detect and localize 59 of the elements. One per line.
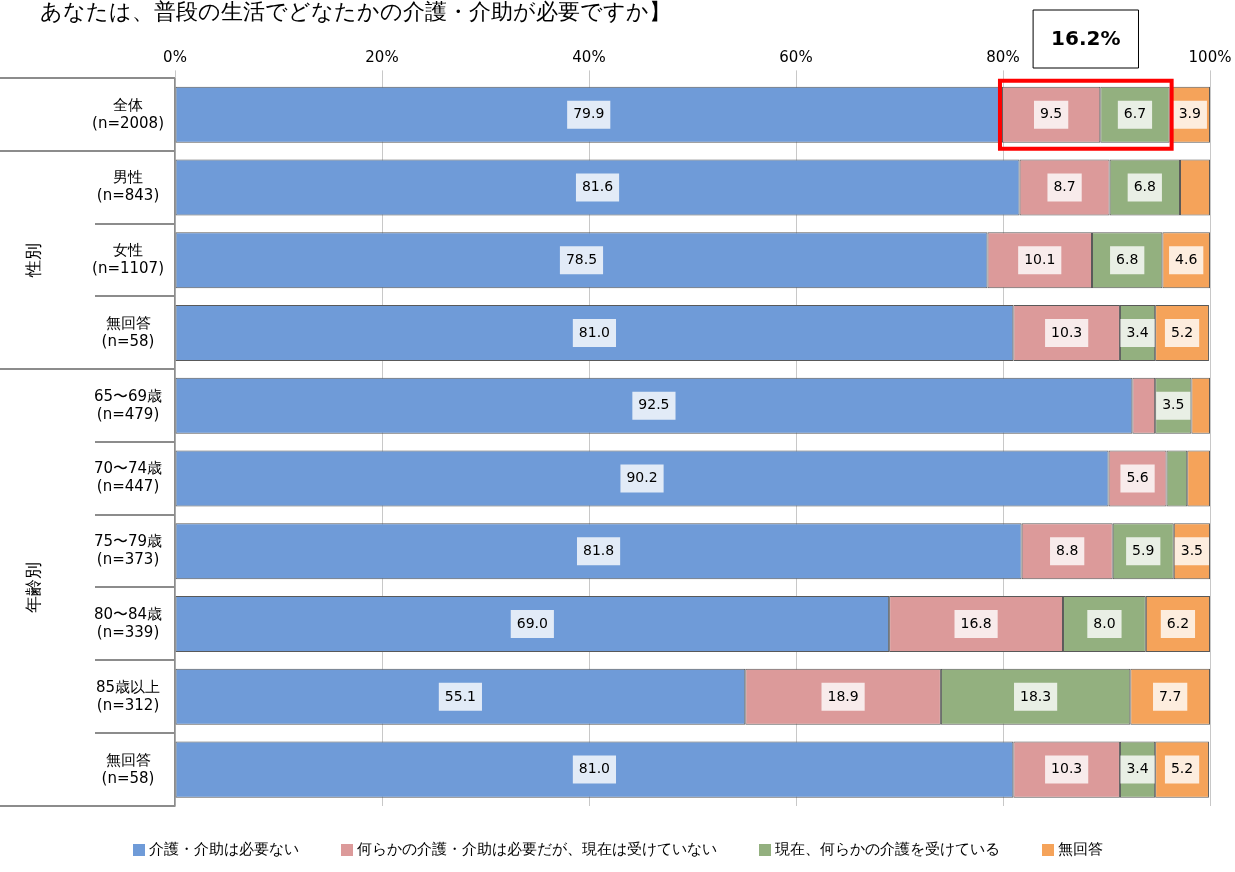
data-label: 4.6 [1175, 250, 1198, 267]
y-tick-label: 80〜84歳 (n=339) [93, 604, 163, 641]
y-tick-label: 全体 (n=2008) [92, 95, 164, 132]
data-label: 3.4 [1126, 760, 1149, 777]
x-tick-label: 80% [986, 48, 1020, 67]
data-label: 3.9 [1178, 105, 1201, 122]
data-label: 5.2 [1170, 323, 1194, 340]
data-label: 16.8 [960, 614, 992, 631]
data-label: 7.7 [1159, 687, 1182, 704]
y-tick-label: 無回答 (n=58) [101, 313, 155, 350]
x-tick-label: 20% [365, 48, 399, 67]
data-label: 79.9 [573, 105, 605, 122]
data-label: 5.6 [1126, 469, 1149, 486]
text: 性別 [23, 243, 44, 279]
data-label: 6.2 [1166, 614, 1190, 631]
x-tick-label: 40% [572, 48, 606, 67]
data-label: 8.7 [1053, 178, 1076, 195]
data-label: 81.0 [578, 323, 611, 340]
data-label: 5.2 [1170, 760, 1194, 777]
data-label: 81.0 [578, 760, 611, 777]
data-label: 81.6 [581, 178, 614, 195]
data-label: 3.5 [1180, 541, 1204, 558]
data-label: 81.8 [582, 541, 615, 558]
data-label: 10.3 [1051, 323, 1083, 340]
y-tick-label: 70〜74歳 (n=447) [93, 459, 163, 496]
chart-title: あなたは、普段の生活でどなたかの介護・介助が必要ですか】 [40, 0, 671, 24]
data-label: 3.5 [1162, 396, 1185, 413]
data-label: 10.3 [1051, 760, 1083, 777]
data-label: 6.7 [1123, 105, 1147, 122]
legend-label: 無回答 [1057, 840, 1103, 859]
x-tick-label: 0% [163, 48, 187, 67]
data-label: 10.1 [1024, 250, 1056, 267]
legend-label: 何らかの介護・介助は必要だが、現在は受けていない [356, 840, 717, 859]
data-label: 55.1 [444, 687, 476, 704]
y-tick-label: 無回答 (n=58) [101, 750, 155, 787]
data-label: 3.4 [1126, 323, 1149, 340]
data-label: 8.0 [1093, 614, 1116, 631]
y-tick-label: 女性 (n=1107) [92, 241, 164, 278]
data-label: 9.5 [1039, 105, 1063, 122]
x-tick-label: 60% [779, 48, 813, 67]
text: 16.2% [1051, 26, 1121, 51]
data-label: 18.3 [1020, 687, 1052, 704]
data-label: 78.5 [565, 250, 598, 267]
legend-label: 介護・介助は必要ない [148, 840, 299, 859]
y-tick-label: 65〜69歳 (n=479) [93, 386, 163, 423]
y-tick-label: 75〜79歳 (n=373) [93, 532, 163, 569]
data-label: 5.9 [1132, 541, 1155, 558]
legend-label: 現在、何らかの介護を受けている [774, 840, 1000, 859]
data-label: 6.8 [1133, 178, 1156, 195]
text: 年齢別 [23, 562, 44, 614]
x-tick-label: 100% [1188, 48, 1232, 67]
y-tick-label: 85歳以上 (n=312) [95, 677, 161, 714]
y-tick-label: 男性 (n=843) [96, 168, 160, 205]
data-label: 69.0 [516, 614, 548, 631]
data-label: 6.8 [1116, 250, 1139, 267]
data-label: 8.8 [1056, 541, 1079, 558]
data-label: 90.2 [626, 469, 658, 486]
data-label: 18.9 [827, 687, 859, 704]
data-label: 92.5 [638, 396, 670, 413]
